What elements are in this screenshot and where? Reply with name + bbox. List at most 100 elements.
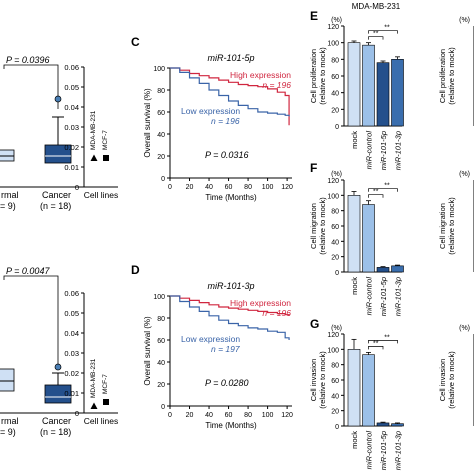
bar-mock <box>347 349 361 427</box>
bar-y-tick-label: 120 <box>327 178 339 185</box>
bar-mir-101-3p <box>391 265 404 273</box>
km-y-tick-label: 80 <box>157 88 165 95</box>
group-n-cancer: (n = 18) <box>40 427 71 437</box>
bar-x-label: miR-control <box>365 431 374 470</box>
km-curve-high <box>170 67 290 126</box>
marker-triangle <box>90 402 98 409</box>
sig-bracket-outer <box>368 340 398 344</box>
km-x-tick-label: 40 <box>205 184 213 191</box>
bar-y-label: Cell proliferation <box>309 49 318 103</box>
km-y-tick-label: 60 <box>157 338 165 345</box>
bar-y-tick-label: 60 <box>331 224 339 231</box>
bar-y-tick-label: 0 <box>335 424 339 431</box>
bar-y-label: Cell invasion <box>309 359 318 402</box>
sig-bracket-inner <box>368 346 384 350</box>
cropped-percent-label: (%) <box>459 17 470 24</box>
cell-lines-label: Cell lines <box>84 416 119 426</box>
km-panel-d: miR-101-3p 0 20 40 60 80 100 0 20 40 60 80 100 120 Tim… <box>143 281 293 430</box>
km-y-tick-label: 80 <box>157 316 165 323</box>
km-title: miR-101-5p <box>207 53 254 63</box>
cell-y-tick-label: 0.01 <box>64 389 79 398</box>
group-n-normal: = 9) <box>0 201 16 211</box>
km-x-label: Time (Months) <box>205 421 257 430</box>
km-x-tick-label: 100 <box>262 412 274 419</box>
cell-line-label: MCF-7 <box>102 374 109 394</box>
cell-line-panel: 0 0.01 0.02 0.03 0.04 0.05 0.06 MDA-MB-231 MCF-7… <box>64 63 118 200</box>
bar-y-tick-label: 60 <box>331 378 339 385</box>
p-value-label: P = 0.0396 <box>6 55 49 65</box>
cropped-percent-label: (%) <box>459 171 470 178</box>
bar-y-tick-label: 20 <box>331 255 339 262</box>
bar-x-label: mock <box>350 431 359 449</box>
sig-stars-inner: ** <box>373 340 379 347</box>
panel-letter-c: C <box>131 35 140 49</box>
km-y-label: Overall survival (%) <box>143 316 152 386</box>
bar-mir-101-5p <box>376 62 390 127</box>
bar-x-label: mock <box>350 131 359 149</box>
group-label-normal: rmal <box>1 416 19 426</box>
km-curve-low <box>170 67 290 117</box>
significance-bracket <box>3 275 59 365</box>
km-x-tick-label: 80 <box>244 412 252 419</box>
bar-x-label: miR-control <box>365 277 374 316</box>
km-x-tick-label: 60 <box>225 184 233 191</box>
km-x-tick-label: 0 <box>168 412 172 419</box>
cropped-y-label: Cell migration <box>438 203 447 249</box>
km-legend-low: Low expression <box>181 334 240 344</box>
bar-x-label: miR-101-3p <box>394 277 403 316</box>
panel-letter-f: F <box>310 161 317 175</box>
panel-letters: C D E F G <box>131 9 319 331</box>
group-label-cancer: Cancer <box>42 416 71 426</box>
km-x-tick-label: 120 <box>281 184 293 191</box>
km-x-tick-label: 60 <box>225 412 233 419</box>
km-panel-c: miR-101-5p 0 20 40 60 80 100 0 20 40 60 80 100 120 Tim… <box>143 53 293 202</box>
bar-y-label-sub: (relative to mock) <box>318 351 327 409</box>
bar-y-tick-label: 40 <box>331 393 339 400</box>
cell-y-tick-label: 0.02 <box>64 369 79 378</box>
cell-y-tick-label: 0.04 <box>64 329 79 338</box>
bar-y-tick-label: 80 <box>331 209 339 216</box>
cell-y-tick-label: 0.05 <box>64 309 79 318</box>
km-x-tick-label: 20 <box>186 412 194 419</box>
km-x-tick-label: 80 <box>244 184 252 191</box>
bar-mock <box>347 42 361 127</box>
cell-lines-label: Cell lines <box>84 190 119 200</box>
km-legend-high: High expression <box>230 70 291 80</box>
bar-mir-101-5p <box>376 267 390 273</box>
bar-y-label-sub: (relative to mock) <box>318 197 327 255</box>
cell-line-panels: 0 0.01 0.02 0.03 0.04 0.05 0.06 MDA-MB-231 MCF-7… <box>64 63 118 426</box>
cropped-y-label: Cell proliferation <box>438 49 447 103</box>
cell-line-label: MDA-MB-231 <box>90 358 97 398</box>
km-x-label: Time (Months) <box>205 193 257 202</box>
bar-mir-101-5p <box>376 422 390 427</box>
km-y-tick-label: 100 <box>153 66 165 73</box>
bar-y-tick-label: 20 <box>331 409 339 416</box>
box-cancer <box>44 144 72 164</box>
bar-y-tick-label: 80 <box>331 57 339 64</box>
box-outlier <box>54 95 62 103</box>
cell-y-tick-label: 0.01 <box>64 163 79 172</box>
sig-bracket-inner <box>368 36 384 40</box>
sig-stars-outer: ** <box>384 25 390 32</box>
km-y-tick-label: 100 <box>153 294 165 301</box>
group-label-normal: rmal <box>1 190 19 200</box>
km-y-tick-label: 20 <box>157 382 165 389</box>
box-outlier <box>54 363 62 371</box>
cell-y-tick-label: 0.06 <box>64 289 79 298</box>
survival-panels: miR-101-5p 0 20 40 60 80 100 0 20 40 60 80 100 120 Tim… <box>143 53 293 430</box>
cell-line-label: MCF-7 <box>102 130 109 150</box>
km-n-high: n = 196 <box>262 308 291 318</box>
bar-mir-control <box>362 44 375 127</box>
bar-mir-control <box>362 204 375 273</box>
bar-x-label: miR-101-3p <box>394 431 403 470</box>
bar-x-label: miR-101-5p <box>379 431 388 470</box>
marker-triangle <box>90 154 98 161</box>
percent-label: (%) <box>331 17 342 24</box>
bar-x-label: mock <box>350 277 359 295</box>
km-y-tick-label: 60 <box>157 110 165 117</box>
box-plot-top-left: P = 0.0396 rmal= 9) Cancer(n = 18) <box>0 55 88 211</box>
